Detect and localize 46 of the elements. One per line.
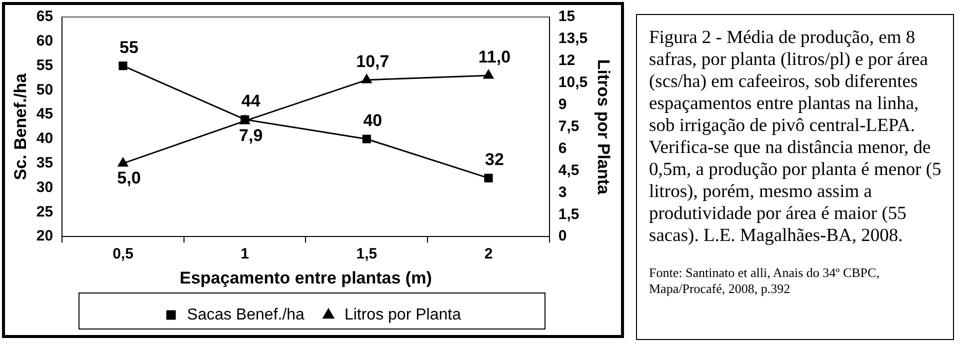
point	[362, 134, 371, 144]
x-tick-label: 1	[240, 246, 249, 263]
data-label: 11,0	[478, 48, 511, 67]
y-tick-label: 45	[36, 106, 54, 123]
point	[484, 174, 493, 182]
y2-tick-label: 15	[558, 8, 576, 26]
y2-tick-label: 6	[558, 140, 567, 157]
point	[483, 70, 494, 79]
data-label: 5,0	[117, 168, 141, 188]
data-label: 40	[363, 111, 382, 130]
source-note: Fonte: Santinato et alli, Anais do 34º CBPC, Mapa/Procafé, 2008, p.392	[649, 265, 880, 297]
y-tick-label: 65	[36, 8, 54, 26]
y-tick-label: 20	[36, 228, 54, 245]
data-label: 55	[120, 38, 138, 57]
y2-tick-label: 3	[558, 184, 567, 201]
text: Figura 2 - Média de produção, em 8 safras, por planta (litros/pl) e por área (scs/ha) em cafeeiros, sob diferentes espaçamentos entre plantas na linha, sob irrigação de pivô central-LEPA. Verifica-se que na distância menor, de 0,5m, a produção por planta é menor (5 litros), porém, mesmo assim a produtividade por área é maior (55 sacas). L.E. Magalhães-BA, 2008.	[649, 28, 942, 246]
data-label: 10,7	[356, 52, 390, 72]
y-tick-label: 25	[36, 203, 54, 220]
y-tick-label: 40	[36, 130, 54, 148]
data-label: 7,9	[239, 126, 263, 146]
y-axis-title: Sc. Benef./ha	[10, 72, 30, 180]
y2-tick-label: 1,5	[558, 206, 580, 223]
y2-tick-label: 9	[558, 96, 567, 113]
point	[118, 158, 128, 167]
x-tick-label: 0,5	[112, 246, 134, 263]
legend-label: Litros por Planta	[344, 306, 462, 324]
y-tick-label: 35	[36, 154, 54, 172]
y2-tick-label: 12	[558, 52, 576, 70]
y2-tick-label: 4,5	[558, 162, 580, 179]
x-tick-label: 2	[484, 246, 493, 263]
point	[362, 74, 372, 84]
y2-axis-title: Litros por Planta	[594, 59, 614, 195]
y2-tick-label: 13,5	[558, 30, 588, 48]
point	[118, 62, 128, 70]
y-tick-label: 60	[36, 32, 54, 50]
data-label: 32	[485, 150, 504, 170]
x-tick-label: 1,5	[356, 246, 378, 263]
y2-tick-label: 7,5	[558, 118, 580, 135]
y2-tick-label: 10,5	[558, 74, 588, 92]
y-tick-label: 30	[36, 178, 54, 196]
data-label: 44	[241, 92, 261, 111]
x-axis-title: Espaçamento entre plantas (m)	[180, 268, 432, 288]
legend-label: Sacas Benef./ha	[187, 306, 305, 324]
y-tick-label: 50	[36, 81, 54, 98]
y-tick-label: 55	[36, 56, 54, 74]
y2-tick-label: 0	[558, 228, 567, 245]
